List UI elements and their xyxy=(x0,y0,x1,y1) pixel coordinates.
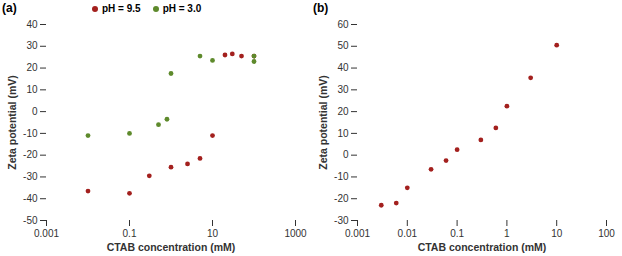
svg-text:0.001: 0.001 xyxy=(34,228,59,239)
svg-text:CTAB concentration (mM): CTAB concentration (mM) xyxy=(107,241,236,253)
svg-text:-20: -20 xyxy=(23,149,38,160)
svg-text:0: 0 xyxy=(32,106,38,117)
html-text:pH = 9.5: pH = 9.5 xyxy=(102,2,141,14)
svg-text:-30: -30 xyxy=(23,171,38,182)
svg-text:-10: -10 xyxy=(334,171,349,182)
svg-text:10: 10 xyxy=(26,84,38,95)
svg-text:40: 40 xyxy=(26,19,38,30)
html-text:(a): (a) xyxy=(2,1,17,15)
svg-text:40: 40 xyxy=(337,62,349,73)
svg-text:0.1: 0.1 xyxy=(450,228,464,239)
html-text:(b): (b) xyxy=(313,1,329,15)
svg-text:10: 10 xyxy=(551,228,563,239)
svg-text:-20: -20 xyxy=(334,193,349,204)
svg-text:20: 20 xyxy=(337,106,349,117)
svg-text:CTAB concentration (mM): CTAB concentration (mM) xyxy=(418,241,547,253)
svg-text:20: 20 xyxy=(26,62,38,73)
svg-text:100: 100 xyxy=(598,228,615,239)
svg-text:Zeta potential (mV): Zeta potential (mV) xyxy=(317,75,329,170)
svg-text:-40: -40 xyxy=(23,193,38,204)
html-text:pH = 3.0: pH = 3.0 xyxy=(162,2,202,14)
svg-text:30: 30 xyxy=(337,84,349,95)
svg-text:-30: -30 xyxy=(334,215,349,226)
svg-text:-10: -10 xyxy=(23,128,38,139)
svg-text:30: 30 xyxy=(26,40,38,51)
svg-text:50: 50 xyxy=(337,40,349,51)
svg-text:1000: 1000 xyxy=(284,228,307,239)
svg-text:Zeta potential (mV): Zeta potential (mV) xyxy=(6,75,18,170)
svg-text:0.001: 0.001 xyxy=(345,228,370,239)
svg-text:1: 1 xyxy=(504,228,510,239)
svg-text:60: 60 xyxy=(337,19,349,30)
svg-text:0.1: 0.1 xyxy=(123,228,137,239)
svg-text:-50: -50 xyxy=(23,215,38,226)
svg-text:10: 10 xyxy=(337,128,349,139)
svg-text:10: 10 xyxy=(207,228,219,239)
svg-text:0: 0 xyxy=(343,149,349,160)
svg-text:0.01: 0.01 xyxy=(398,228,418,239)
